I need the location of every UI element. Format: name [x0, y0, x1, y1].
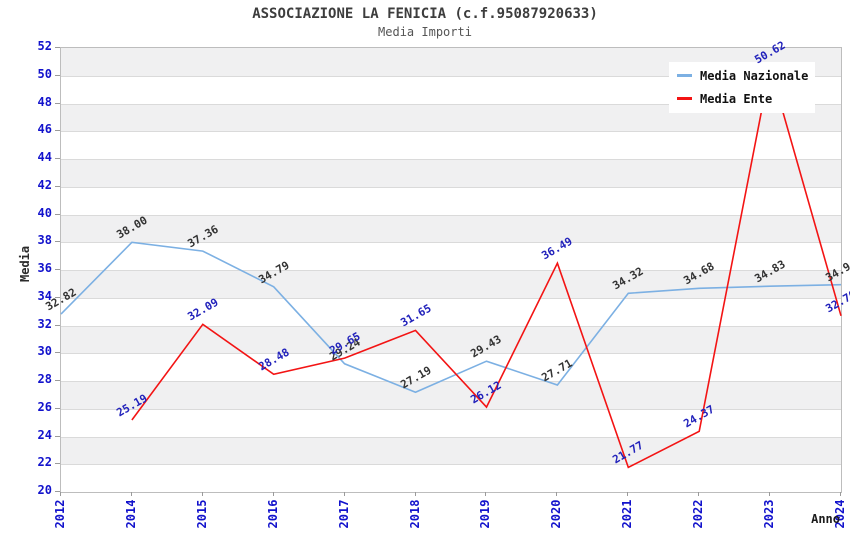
x-axis-title: Anno: [811, 512, 840, 526]
legend-item-media-ente: Media Ente: [677, 91, 815, 106]
y-tick-mark: [55, 47, 60, 48]
x-tick-mark: [343, 492, 345, 496]
y-tick-label: 50: [37, 66, 52, 81]
x-tick-mark: [698, 492, 700, 496]
y-tick-mark: [55, 185, 60, 187]
y-tick-label: 26: [37, 399, 52, 414]
gridline: [61, 297, 841, 299]
x-tick-label: 2016: [265, 499, 280, 529]
chart-title: ASSOCIAZIONE LA FENICIA (c.f.95087920633…: [252, 6, 598, 22]
gridline: [61, 159, 841, 160]
x-tick-label: 2018: [407, 499, 422, 529]
x-tick-mark: [414, 492, 416, 496]
y-tick-label: 34: [37, 288, 52, 303]
grid-band: [61, 436, 841, 465]
x-tick-label: 2020: [549, 499, 564, 529]
legend: Media Nazionale Media Ente: [669, 62, 815, 113]
legend-label: Media Ente: [700, 91, 773, 106]
gridline: [61, 242, 841, 244]
y-tick-label: 36: [37, 261, 52, 275]
y-tick-mark: [55, 407, 60, 409]
x-tick-mark: [627, 492, 629, 496]
y-tick-label: 30: [37, 344, 52, 359]
gridline: [61, 214, 841, 216]
x-tick-label: 2023: [762, 499, 777, 529]
gridline: [61, 270, 841, 271]
x-tick-label: 2021: [620, 499, 635, 529]
gridline: [61, 408, 841, 410]
y-tick-mark: [55, 491, 60, 492]
y-tick-mark: [55, 324, 60, 326]
y-tick-label: 44: [37, 150, 52, 164]
x-tick-mark: [201, 492, 203, 496]
y-tick-mark: [55, 435, 60, 437]
y-tick-label: 38: [37, 233, 52, 248]
x-tick-mark: [485, 492, 487, 496]
y-tick-label: 48: [37, 94, 52, 109]
series-line-media-nazionale: [60, 241, 842, 394]
gridline: [61, 186, 841, 188]
gridline: [61, 131, 841, 133]
x-tick-mark: [556, 492, 558, 496]
x-tick-mark: [769, 492, 771, 496]
y-tick-mark: [55, 130, 60, 132]
legend-line-swatch: [677, 97, 692, 100]
y-tick-mark: [55, 269, 60, 270]
y-tick-mark: [55, 296, 60, 298]
x-tick-mark: [840, 492, 841, 496]
gridline: [61, 353, 841, 355]
grid-band: [61, 159, 841, 187]
gridline: [61, 436, 841, 438]
gridline: [61, 103, 841, 105]
y-tick-mark: [55, 158, 60, 159]
chart-subtitle: Media Importi: [378, 25, 472, 39]
plot-area: 32.82 38.00 37.36 34.79 29.24 27.19 29.43 27.71…: [43, 39, 850, 493]
y-tick-label: 24: [37, 427, 52, 442]
y-tick-label: 42: [37, 177, 52, 192]
grid-band: [61, 214, 841, 243]
y-tick-label: 32: [37, 316, 52, 331]
gridline: [61, 75, 841, 77]
y-tick-label: 20: [37, 483, 52, 497]
legend-label: Media Nazionale: [700, 68, 809, 83]
y-tick-mark: [55, 213, 60, 215]
x-tick-label: 2012: [53, 499, 67, 529]
y-tick-mark: [55, 241, 60, 243]
x-tick-label: 2015: [194, 499, 209, 529]
y-tick-mark: [55, 102, 60, 104]
x-tick-label: 2014: [123, 499, 138, 529]
y-tick-mark: [55, 352, 60, 354]
y-tick-mark: [55, 380, 60, 381]
x-tick-label: 2022: [691, 499, 706, 529]
legend-line-swatch: [677, 74, 692, 77]
y-tick-mark: [55, 74, 60, 76]
grid-band: [61, 270, 841, 298]
y-tick-mark: [55, 463, 60, 465]
gridline: [61, 325, 841, 327]
y-tick-label: 22: [37, 455, 52, 470]
gridline: [61, 464, 841, 466]
y-tick-label: 40: [37, 205, 52, 220]
y-tick-label: 46: [37, 122, 52, 137]
x-tick-label: 2017: [336, 499, 351, 529]
x-tick-mark: [130, 492, 132, 496]
grid-band: [61, 381, 841, 409]
x-tick-label: 2019: [478, 499, 493, 529]
legend-item-media-nazionale: Media Nazionale: [677, 68, 815, 83]
gridline: [61, 381, 841, 382]
series-line-media-ente: [131, 66, 842, 469]
y-tick-label: 52: [37, 39, 52, 53]
y-tick-label: 28: [37, 372, 52, 386]
x-tick-mark: [60, 492, 61, 496]
x-tick-mark: [272, 492, 274, 496]
